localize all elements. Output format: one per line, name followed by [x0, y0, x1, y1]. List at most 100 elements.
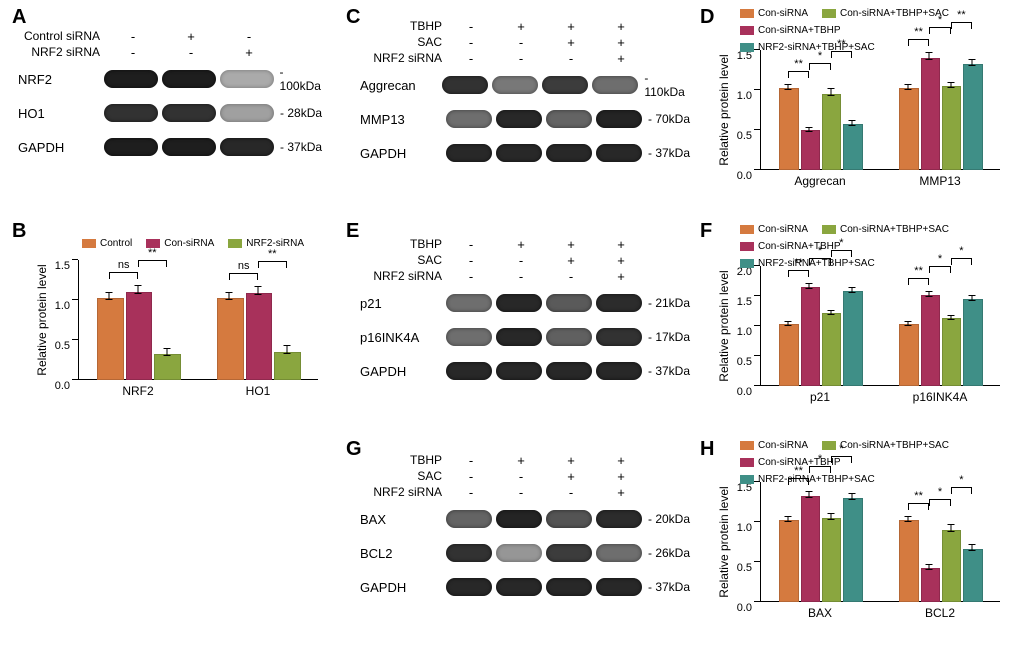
legend-item: NRF2-siRNA+TBHP+SAC	[740, 474, 875, 485]
legend-h: Con-siRNACon-siRNA+TBHP+SACCon-siRNA+TBH…	[740, 440, 980, 485]
treatment-row: NRF2 siRNA---+	[360, 484, 690, 500]
error-bar	[229, 292, 230, 300]
legend-label: Con-siRNA	[758, 440, 808, 451]
molecular-weight: - 37kDa	[648, 580, 690, 594]
error-bar	[950, 315, 951, 320]
legend-swatch	[822, 9, 836, 18]
bar	[779, 520, 798, 602]
treatment-mark: +	[548, 237, 594, 252]
bar-chart-d: 0.00.51.01.5Relative protein levelAggrec…	[760, 50, 1000, 170]
error-bar	[852, 287, 853, 293]
bar	[843, 498, 862, 602]
treatment-label: Control siRNA	[18, 29, 106, 43]
bar	[217, 298, 244, 380]
molecular-weight: - 21kDa	[648, 296, 690, 310]
blot-band	[446, 578, 492, 596]
blot-band	[546, 578, 592, 596]
treatment-mark: +	[164, 29, 218, 44]
treatment-mark: +	[548, 453, 594, 468]
protein-label: GAPDH	[360, 146, 446, 161]
legend-f: Con-siRNACon-siRNA+TBHP+SACCon-siRNA+TBH…	[740, 224, 980, 269]
treatment-mark: -	[448, 51, 494, 66]
legend-item: Con-siRNA	[146, 238, 214, 249]
treatment-label: TBHP	[360, 237, 448, 251]
blot-band	[496, 578, 542, 596]
bar	[843, 291, 862, 386]
blot-band	[496, 144, 542, 162]
bar	[921, 568, 940, 602]
significance-bracket: *	[809, 63, 830, 70]
treatment-mark: -	[164, 45, 218, 60]
blot-band	[546, 294, 592, 312]
error-bar	[907, 84, 908, 90]
error-bar	[258, 286, 259, 295]
blot-band	[446, 544, 492, 562]
western-blot-c: TBHP-+++SAC--++NRF2 siRNA---+Aggrecan- 1…	[360, 18, 690, 174]
bar	[779, 324, 798, 386]
treatment-mark: -	[448, 269, 494, 284]
bar	[899, 324, 918, 386]
error-bar	[972, 59, 973, 66]
bar	[97, 298, 124, 380]
blot-band	[546, 362, 592, 380]
error-bar	[950, 82, 951, 88]
bar	[942, 530, 961, 602]
legend-label: Con-siRNA	[164, 238, 214, 249]
blot-band	[220, 138, 274, 156]
treatment-mark: +	[598, 269, 644, 284]
treatment-mark: -	[106, 45, 160, 60]
x-axis-label: BCL2	[925, 606, 955, 620]
protein-label: GAPDH	[18, 140, 104, 155]
treatment-mark: -	[498, 35, 544, 50]
bar	[779, 88, 798, 170]
blot-band	[496, 362, 542, 380]
blot-row: GAPDH- 37kDa	[360, 140, 690, 166]
significance-bracket: **	[258, 261, 287, 268]
legend-swatch	[228, 239, 242, 248]
significance-bracket: **	[788, 71, 809, 78]
legend-label: NRF2-siRNA+TBHP+SAC	[758, 258, 875, 269]
treatment-label: NRF2 siRNA	[360, 51, 448, 65]
panel-label-h: H	[700, 438, 714, 461]
treatment-row: SAC--++	[360, 34, 690, 50]
treatment-row: NRF2 siRNA---+	[360, 268, 690, 284]
blot-band	[104, 138, 158, 156]
blot-band	[546, 328, 592, 346]
legend-swatch	[740, 475, 754, 484]
error-bar	[809, 127, 810, 133]
bar	[963, 549, 982, 602]
treatment-label: TBHP	[360, 19, 448, 33]
blot-band	[596, 110, 642, 128]
legend-item: Con-siRNA+TBHP	[740, 241, 841, 252]
treatment-label: SAC	[360, 469, 448, 483]
legend-swatch	[822, 225, 836, 234]
error-bar	[972, 544, 973, 550]
bar	[126, 292, 153, 380]
treatment-mark: -	[498, 253, 544, 268]
treatment-label: TBHP	[360, 453, 448, 467]
bar	[921, 58, 940, 170]
blot-band	[596, 578, 642, 596]
blot-band	[162, 70, 216, 88]
significance-bracket: *	[929, 499, 950, 506]
protein-label: BCL2	[360, 546, 446, 561]
error-bar	[787, 516, 788, 522]
treatment-mark: +	[598, 51, 644, 66]
blot-band	[496, 510, 542, 528]
panel-label-a: A	[12, 6, 26, 29]
legend-swatch	[740, 441, 754, 450]
legend-b: ControlCon-siRNANRF2-siRNA	[82, 238, 342, 249]
error-bar	[286, 345, 287, 354]
significance-bracket: ns	[109, 272, 138, 279]
legend-item: Con-siRNA+TBHP+SAC	[822, 440, 949, 451]
error-bar	[907, 321, 908, 326]
legend-item: NRF2-siRNA+TBHP+SAC	[740, 42, 875, 53]
protein-label: MMP13	[360, 112, 446, 127]
significance-bracket: *	[951, 487, 972, 494]
treatment-mark: +	[222, 45, 276, 60]
treatment-mark: +	[548, 35, 594, 50]
protein-label: GAPDH	[360, 580, 446, 595]
blot-band	[546, 110, 592, 128]
treatment-mark: +	[598, 237, 644, 252]
treatment-label: NRF2 siRNA	[360, 485, 448, 499]
